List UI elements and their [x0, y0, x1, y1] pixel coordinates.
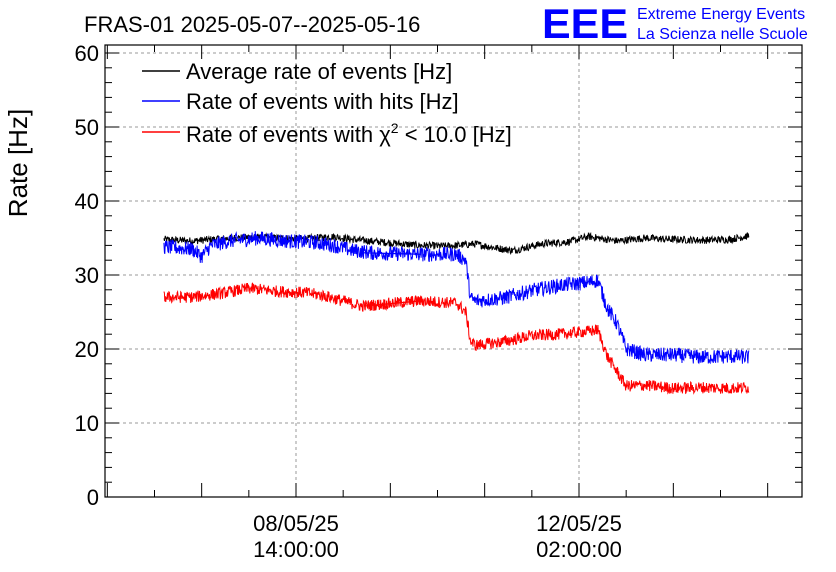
series-line-0-seg-0 — [163, 232, 354, 246]
series-line-1-seg-2 — [597, 280, 750, 365]
logo-line-1: Extreme Energy Events — [637, 6, 805, 23]
grid-lines — [105, 45, 802, 497]
y-tick-labels: 0 10 20 30 40 50 60 — [75, 41, 99, 510]
axis-ticks — [105, 45, 802, 498]
series-layer — [163, 231, 750, 395]
y-tick-label: 0 — [87, 485, 99, 510]
series-line-2-seg-0 — [163, 282, 363, 311]
series-line-2-seg-2 — [597, 324, 750, 395]
y-tick-label: 20 — [75, 337, 99, 362]
y-tick-label: 50 — [75, 115, 99, 140]
legend-label-hits: Rate of events with hits [Hz] — [186, 89, 459, 114]
x-tick-label-time: 02:00:00 — [536, 537, 622, 562]
y-tick-label: 30 — [75, 263, 99, 288]
series-line-2-seg-1 — [361, 295, 599, 351]
series-gap-bridge — [363, 252, 421, 255]
eee-logo-letters: EEE — [542, 0, 628, 47]
x-tick-label-date: 12/05/25 — [536, 511, 622, 536]
series-line-1-seg-0 — [163, 231, 363, 263]
x-tick-label-time: 14:00:00 — [253, 537, 339, 562]
x-tick-label-date: 08/05/25 — [253, 511, 339, 536]
series-line-1-seg-1 — [361, 245, 599, 308]
y-tick-label: 60 — [75, 41, 99, 66]
y-tick-label: 10 — [75, 411, 99, 436]
legend-label-average: Average rate of events [Hz] — [186, 59, 452, 84]
series-line-0-seg-1 — [352, 231, 750, 255]
legend-label-chi2: Rate of events with χ2 < 10.0 [Hz] — [186, 120, 512, 147]
y-axis-label: Rate [Hz] — [3, 109, 33, 217]
y-tick-label: 40 — [75, 189, 99, 214]
eee-logo: EEE Extreme Energy Events La Scienza nel… — [542, 0, 808, 47]
legend: Average rate of events [Hz] Rate of even… — [142, 59, 512, 147]
chart-title: FRAS-01 2025-05-07--2025-05-16 — [84, 12, 420, 37]
logo-line-2: La Scienza nelle Scuole — [637, 26, 808, 43]
plot-frame — [104, 44, 803, 498]
series-gap-bridge — [363, 300, 421, 307]
